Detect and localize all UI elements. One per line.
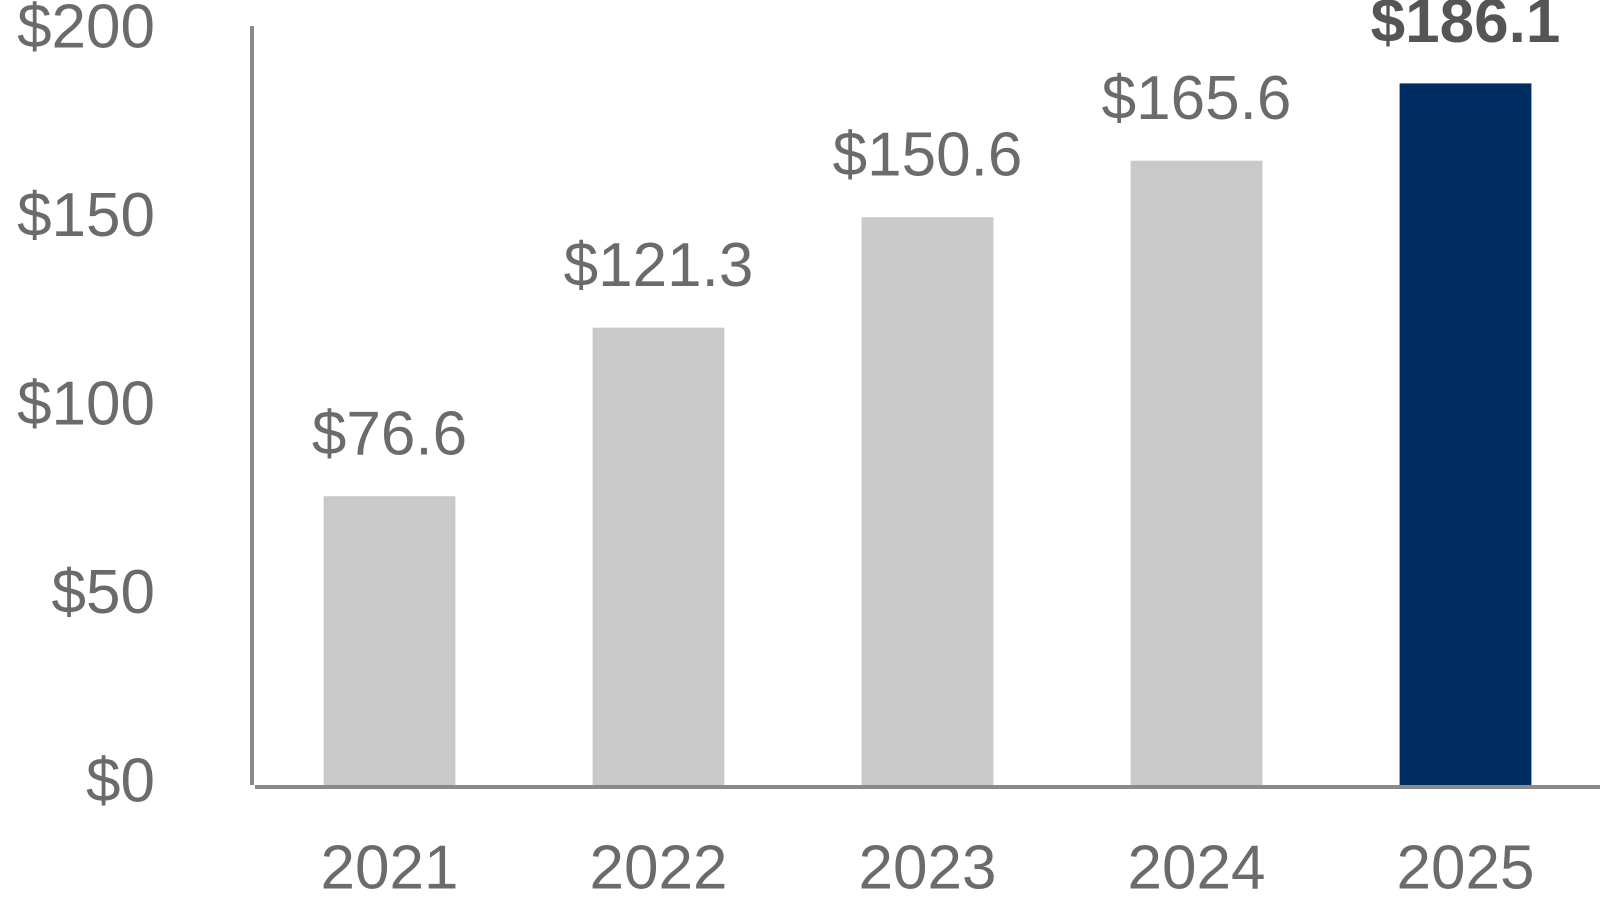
bar xyxy=(592,327,725,785)
bar xyxy=(1399,83,1532,785)
y-tick-label: $150 xyxy=(17,181,155,250)
bar xyxy=(861,217,994,785)
x-tick-label: 2025 xyxy=(1397,833,1535,902)
bar xyxy=(1130,160,1263,786)
x-tick-label: 2021 xyxy=(321,833,459,902)
bar xyxy=(323,496,456,785)
value-label: $76.6 xyxy=(312,400,467,469)
y-tick-label: $100 xyxy=(17,369,155,438)
x-tick-label: 2022 xyxy=(590,833,728,902)
value-label: $165.6 xyxy=(1102,64,1292,133)
value-label: $186.1 xyxy=(1371,0,1561,56)
value-label: $150.6 xyxy=(833,121,1023,190)
x-tick-label: 2023 xyxy=(859,833,997,902)
x-tick-label: 2024 xyxy=(1128,833,1266,902)
y-tick-label: $200 xyxy=(17,0,155,61)
value-label: $121.3 xyxy=(564,231,754,300)
y-tick-label: $0 xyxy=(86,746,155,815)
y-tick-label: $50 xyxy=(52,558,155,627)
